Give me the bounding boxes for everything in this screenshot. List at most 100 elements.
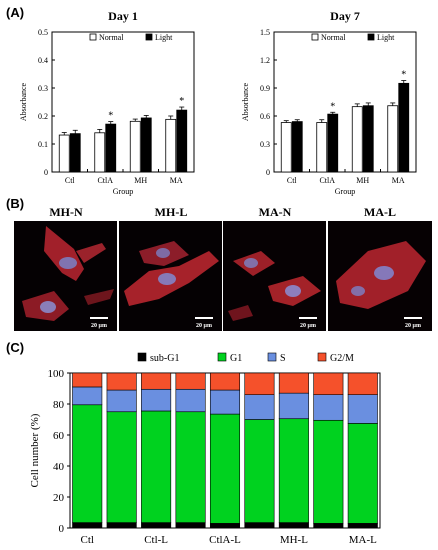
segment-g1 [278,418,309,523]
chart-day7: Day 7 0 0.3 0.6 0.9 1.2 1.5 Absorbance Ctl CtlA MH… [241,9,417,196]
legend-swatch-normal [89,33,97,41]
scale-bar-label: 20 μm [196,323,212,329]
x-tick-label: CtlA [319,176,335,185]
segment-s [175,388,206,413]
legend-label: S [280,353,286,364]
legend-label: Light [377,33,395,42]
x-tick-label: MA [392,176,405,185]
x-tick-label: MH [134,176,147,185]
legend-swatch-light [145,33,153,41]
y-axis-label: Absorbance [241,82,250,121]
segment-sub-g1 [106,522,137,529]
x-tick-label: Ctl [65,176,76,185]
y-tick-label: 1.5 [260,28,270,37]
legend-swatch-sub-g1 [137,352,147,362]
legend-label: G1 [230,353,242,364]
x-tick-label: CtlA [97,176,113,185]
micrograph-label-mh-n: MH-N [49,205,83,219]
legend-label: Normal [99,33,124,42]
y-tick-label: 0 [59,523,65,535]
y-tick-label: 0.4 [38,56,48,65]
segment-g2-m [72,372,103,388]
chart-title: Day 1 [108,9,138,23]
segment-s [244,394,275,420]
micrograph-mh-n: 20 μm [14,221,117,331]
segment-s [347,394,378,424]
bar-light [291,121,303,173]
segment-sub-g1 [347,523,378,529]
legend-swatch-g1 [217,352,227,362]
segment-sub-g1 [313,523,344,529]
bar-light [105,123,117,173]
segment-sub-g1 [278,522,309,529]
segment-g1 [175,411,206,523]
legend-label: Light [155,33,173,42]
scale-bar-label: 20 μm [300,323,316,329]
segment-sub-g1 [209,523,241,529]
x-tick-label: MH-L [280,534,308,546]
x-tick-label: MA-L [349,534,377,546]
segment-g1 [347,423,378,524]
segment-g2-m [106,372,137,391]
bar-normal [280,122,292,173]
x-axis-label: Group [113,187,133,196]
bar-light [69,133,81,173]
chart-cell-cycle: 0 20 40 60 80 100 Cell number (%) Ctl Ctl-L CtlA-… [29,352,381,546]
chart-day1: Day 1 0 0.1 0.2 0.3 0.4 0.5 Absorbance Ctl CtlA MH… [19,9,195,196]
segment-g1 [313,419,344,524]
segment-sub-g1 [244,522,275,529]
panel-label-b: (B) [6,196,25,211]
segment-s [313,394,344,421]
y-tick-label: 0 [266,168,270,177]
bar-normal [316,122,328,173]
segment-g1 [72,404,103,523]
significance-mark: * [330,101,335,112]
y-axis-label: Absorbance [19,82,28,121]
segment-g1 [141,410,172,523]
significance-mark: * [108,111,113,122]
bar-normal [58,134,70,173]
legend-label: Normal [321,33,346,42]
segment-sub-g1 [175,522,206,529]
segment-s [141,388,172,412]
legend-swatch-light [367,33,375,41]
segment-s [106,389,137,413]
panel-label-a: (A) [6,5,25,20]
significance-mark: * [179,96,184,107]
y-tick-label: 0.3 [38,84,48,93]
x-tick-label: MA [170,176,183,185]
legend-swatch-g2-m [317,352,327,362]
x-tick-label: Ctl [80,534,93,546]
segment-g2-m [313,372,344,396]
x-tick-label: Ctl-L [144,534,168,546]
significance-mark: * [401,70,406,81]
legend-swatch-s [267,352,277,362]
y-tick-label: 0.9 [260,84,270,93]
y-tick-label: 1.2 [260,56,270,65]
segment-g1 [106,411,137,523]
segment-g2-m [347,372,378,396]
y-axis-label: Cell number (%) [29,413,41,487]
micrograph-label-mh-l: MH-L [154,205,188,219]
bar-light [398,82,410,173]
y-tick-label: 80 [53,399,65,411]
bar-normal [165,118,177,173]
y-tick-label: 0.2 [38,112,48,121]
micrograph-mh-l: 20 μm [119,221,222,331]
y-tick-label: 0.1 [38,140,48,149]
bar-light [327,113,339,173]
y-tick-label: 60 [53,430,65,442]
chart-title: Day 7 [330,9,360,23]
bar-normal [351,106,363,173]
segment-g2-m [244,372,275,396]
segment-g1 [244,419,275,523]
bar-normal [129,120,141,173]
x-tick-label: MH [356,176,369,185]
bar-light [176,109,188,173]
segment-g2-m [209,372,241,391]
micrograph-label-ma-l: MA-L [364,205,396,219]
x-axis-label: Group [335,187,355,196]
y-tick-label: 20 [53,492,65,504]
legend-label: sub-G1 [150,353,179,364]
scale-bar-label: 20 μm [91,323,107,329]
